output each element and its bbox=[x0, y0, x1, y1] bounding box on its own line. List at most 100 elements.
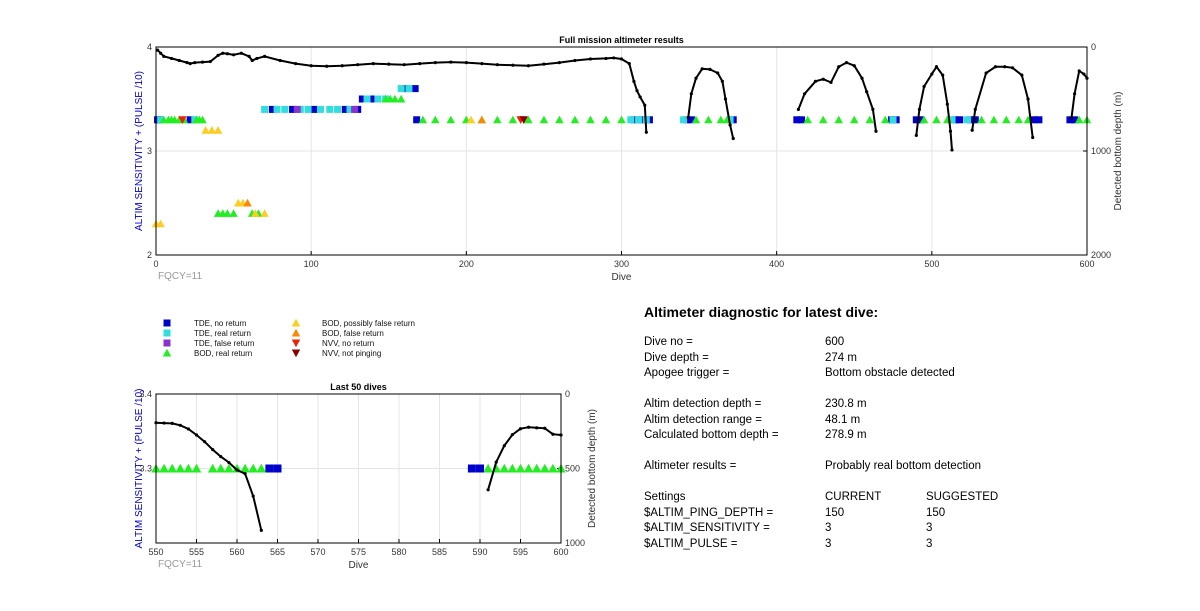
chart-last-50: 550 555 560 565 570 575 580 585 590 595 600 3.3 3.4 0… bbox=[134, 382, 598, 571]
data-point bbox=[476, 464, 484, 473]
data-point bbox=[865, 115, 874, 124]
legend-label: BOD, possibly false return bbox=[322, 319, 415, 328]
setting-row-pulse: $ALTIM_PULSE = 3 3 bbox=[644, 538, 1184, 554]
y-tick-label: 3 bbox=[147, 146, 152, 156]
data-point bbox=[369, 95, 377, 103]
x-tick-label: 300 bbox=[614, 259, 629, 269]
data-point bbox=[477, 115, 487, 124]
bottom-depth-point bbox=[155, 48, 160, 52]
dive-no-value: 600 bbox=[825, 336, 845, 348]
bottom-depth-point bbox=[526, 64, 531, 68]
data-point bbox=[467, 464, 476, 473]
data-point bbox=[627, 116, 635, 124]
series-nvv-not-pinging bbox=[519, 116, 528, 124]
bottom-depth-point bbox=[619, 57, 624, 61]
data-point bbox=[507, 463, 518, 473]
bottom-depth-point bbox=[278, 58, 282, 63]
legend-label: TDE, no return bbox=[194, 319, 246, 328]
bottom-depth-point bbox=[255, 56, 259, 61]
data-point bbox=[964, 116, 972, 124]
settings-header-row: Settings CURRENT SUGGESTED bbox=[644, 491, 1184, 507]
bottom-depth-point bbox=[243, 472, 247, 476]
setting-row-ping-depth: $ALTIM_PING_DEPTH = 150 150 bbox=[644, 507, 1184, 523]
data-point bbox=[175, 463, 186, 473]
bottom-depth-point bbox=[542, 62, 546, 66]
bottom-depth-point bbox=[796, 107, 800, 111]
data-point bbox=[251, 209, 260, 217]
data-point bbox=[396, 94, 406, 103]
bottom-depth-line bbox=[687, 67, 735, 139]
bottom-depth-point bbox=[708, 67, 712, 71]
x-axis-label: Dive bbox=[611, 272, 631, 283]
bottom-depth-point bbox=[1020, 73, 1024, 77]
data-point bbox=[989, 115, 999, 124]
data-point bbox=[704, 115, 713, 124]
bottom-depth-point bbox=[433, 61, 437, 65]
data-point bbox=[523, 463, 534, 473]
bottom-depth-point bbox=[689, 92, 693, 96]
series-tde-false-return bbox=[293, 105, 359, 113]
data-point bbox=[716, 115, 726, 124]
data-point bbox=[524, 115, 533, 124]
data-point bbox=[617, 115, 626, 124]
bottom-depth-point bbox=[208, 59, 212, 64]
bottom-depth-row: Calculated bottom depth = 278.9 m bbox=[644, 429, 1184, 445]
data-point bbox=[240, 463, 250, 473]
data-point bbox=[519, 116, 528, 124]
altim-depth-label: Altim detection depth = bbox=[644, 398, 762, 410]
bottom-depth-point bbox=[193, 61, 197, 65]
x-tick-label: 560 bbox=[229, 547, 244, 557]
settings-label: Settings bbox=[644, 491, 686, 503]
data-point bbox=[819, 115, 828, 124]
data-point bbox=[213, 126, 223, 134]
bottom-depth-point bbox=[486, 488, 490, 492]
setting-current: 3 bbox=[825, 522, 832, 534]
setting-suggested: 3 bbox=[926, 522, 933, 534]
data-point bbox=[346, 105, 354, 113]
bottom-depth-point bbox=[263, 54, 267, 58]
data-point bbox=[680, 116, 688, 124]
bottom-depth-point bbox=[973, 107, 977, 111]
bottom-depth-point bbox=[162, 54, 166, 58]
data-point bbox=[159, 463, 169, 473]
setting-current: 3 bbox=[825, 537, 832, 550]
bottom-depth-point bbox=[802, 92, 807, 96]
data-point bbox=[570, 115, 580, 124]
y2-axis-label: Detected bottom depth (m) bbox=[587, 409, 598, 528]
bottom-depth-point bbox=[186, 427, 190, 431]
data-point bbox=[363, 95, 371, 103]
x-tick-label: 565 bbox=[270, 547, 285, 557]
bottom-depth-point bbox=[325, 64, 329, 68]
x-tick-label: 575 bbox=[351, 547, 366, 557]
bottom-depth-point bbox=[449, 60, 453, 64]
x-tick-label: 600 bbox=[1079, 259, 1094, 269]
bottom-depth-point bbox=[309, 64, 313, 68]
x-tick-label: 580 bbox=[391, 547, 406, 557]
setting-name: $ALTIM_PING_DEPTH = bbox=[644, 506, 774, 519]
bottom-depth-point bbox=[1003, 65, 1007, 69]
results-label: Altimeter results = bbox=[644, 460, 737, 472]
bottom-depth-point bbox=[178, 423, 182, 427]
bottom-depth-point bbox=[813, 79, 818, 83]
bottom-depth-value: 278.9 m bbox=[825, 429, 867, 441]
bottom-depth-point bbox=[203, 440, 207, 444]
fqcy-annotation: FQCY=11 bbox=[158, 271, 202, 282]
bottom-depth-point bbox=[871, 107, 875, 111]
data-point bbox=[635, 116, 643, 124]
y2-tick-label: 1000 bbox=[565, 538, 585, 548]
x-axis-label: Dive bbox=[348, 560, 368, 571]
data-point bbox=[1071, 116, 1079, 124]
bottom-depth-point bbox=[185, 61, 189, 65]
bottom-depth-point bbox=[227, 460, 231, 465]
legend-marker bbox=[291, 318, 301, 327]
y-tick-label: 3.4 bbox=[139, 389, 152, 399]
data-point bbox=[243, 198, 252, 207]
bottom-depth-point bbox=[588, 57, 593, 61]
legend-label: TDE, false return bbox=[194, 339, 254, 348]
data-point bbox=[207, 126, 217, 134]
results-value: Probably real bottom detection bbox=[825, 460, 981, 472]
x-tick-label: 500 bbox=[924, 259, 939, 269]
bottom-depth-point bbox=[216, 53, 220, 57]
bottom-depth-point bbox=[1069, 116, 1074, 120]
bottom-depth-point bbox=[340, 64, 344, 68]
